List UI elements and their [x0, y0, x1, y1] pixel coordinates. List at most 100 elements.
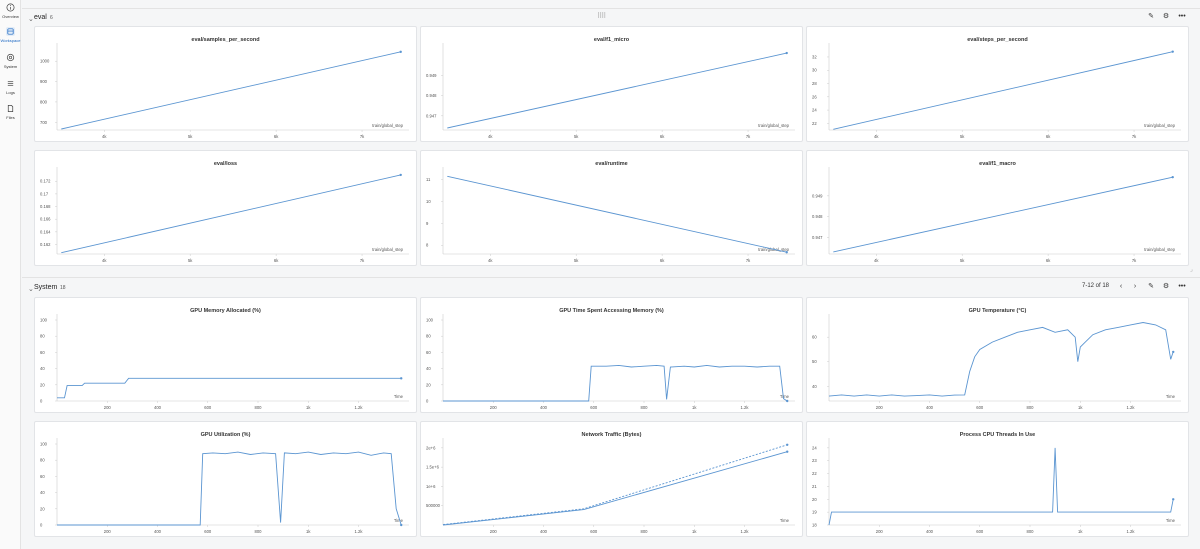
chart-panel[interactable]: eval/runtime 8 9 10 11 4k 5k 6k 7k train/global_s… — [420, 150, 803, 266]
chart-svg: 0 20 40 60 80 100 200 400 600 800 1k 1.2k Time — [40, 314, 409, 410]
more-icon[interactable]: ••• — [1178, 13, 1186, 20]
chart-panel[interactable]: eval/f1_micro 0.947 0.948 0.949 4k 5k 6k 7k trai… — [420, 26, 803, 142]
chart-panel[interactable]: Process CPU Threads In Use 18 19 20 21 22 23 24… — [806, 421, 1189, 537]
nav-label: Files — [6, 115, 15, 120]
nav-item-logs[interactable]: Logs — [0, 79, 21, 95]
drag-handle-icon[interactable]: ⠿⠿ — [597, 13, 606, 20]
x-tick-label: 200 — [104, 529, 112, 534]
x-tick-label: 200 — [876, 529, 884, 534]
divider — [22, 8, 1200, 9]
chart-panel[interactable]: GPU Temperature (°C) 40 50 60 200 400 600 800 1k… — [806, 297, 1189, 413]
x-tick-label: 5k — [188, 134, 193, 139]
chart-panel[interactable]: eval/samples_per_second 700 800 900 1000 4k 5k… — [34, 26, 417, 142]
chart-title: GPU Memory Allocated (%) — [190, 308, 261, 314]
x-tick-label: 200 — [490, 529, 498, 534]
y-tick-label: 19 — [812, 510, 817, 515]
nav-item-workspace[interactable]: Workspace — [0, 27, 21, 43]
nav-label: Overview — [2, 14, 19, 19]
chevron-left-icon[interactable]: ‹ — [1119, 283, 1123, 290]
series-line — [833, 51, 1173, 130]
edit-panels-icon[interactable]: ✎ — [1148, 13, 1154, 20]
chart-panel[interactable]: GPU Utilization (%) 0 20 40 60 80 100 200 400 600… — [34, 421, 417, 537]
x-tick-label: 400 — [540, 529, 548, 534]
x-tick-label: 1.2k — [355, 405, 364, 410]
x-tick-label: 800 — [1027, 405, 1035, 410]
nav-item-system[interactable]: System — [0, 53, 21, 69]
chart-svg: 22 24 26 28 30 32 4k 5k 6k 7k train/global_step — [812, 43, 1181, 139]
chart-title: eval/loss — [213, 161, 238, 167]
chart-title: eval/runtime — [595, 161, 628, 167]
x-tick-label: 4k — [874, 134, 879, 139]
y-tick-label: 24 — [812, 445, 817, 450]
chart-panel[interactable]: eval/f1_macro 0.947 0.948 0.949 4k 5k 6k 7k trai… — [806, 150, 1189, 266]
x-axis-label: train/global_step — [758, 123, 789, 128]
y-tick-label: 2e+6 — [426, 445, 436, 450]
x-tick-label: 5k — [574, 134, 579, 139]
y-tick-label: 40 — [812, 384, 817, 389]
chevron-down-icon[interactable]: ⌄ — [28, 286, 34, 293]
gear-icon[interactable]: ⚙ — [1162, 13, 1170, 20]
series-line — [828, 322, 1174, 397]
y-tick-label: 0.166 — [40, 217, 51, 222]
series-line — [57, 377, 402, 399]
nav-item-files[interactable]: Files — [0, 104, 21, 120]
x-axis-label: Time — [394, 394, 404, 399]
edit-panels-icon[interactable]: ✎ — [1148, 283, 1154, 290]
y-tick-label: 0.949 — [812, 193, 823, 198]
logs-icon — [7, 81, 14, 86]
chart-panel[interactable]: Network Traffic (Bytes) 500000 1e+6 1.5e+6 2… — [420, 421, 803, 537]
x-tick-label: 400 — [154, 529, 162, 534]
series-line — [442, 451, 788, 526]
x-tick-label: 7k — [1132, 134, 1137, 139]
x-tick-label: 1k — [692, 405, 697, 410]
data-point — [1172, 498, 1175, 501]
x-tick-label: 400 — [926, 529, 934, 534]
x-tick-label: 6k — [660, 134, 665, 139]
x-tick-label: 1.2k — [355, 529, 364, 534]
chart-title: eval/samples_per_second — [191, 37, 260, 43]
x-tick-label: 5k — [960, 258, 965, 263]
x-tick-label: 6k — [274, 258, 279, 263]
y-tick-label: 0 — [426, 399, 429, 404]
y-tick-label: 22 — [812, 471, 817, 476]
section-header-eval[interactable]: ⌄ eval 6 ⠿⠿ ✎ ⚙ ••• — [22, 9, 1200, 29]
section-title: System — [34, 284, 58, 291]
x-tick-label: 4k — [488, 134, 493, 139]
resize-handle-icon[interactable]: ⌟ — [1190, 267, 1193, 273]
data-point — [1171, 50, 1174, 53]
x-tick-label: 800 — [641, 529, 649, 534]
x-tick-label: 600 — [976, 529, 984, 534]
chart-panel[interactable]: GPU Memory Allocated (%) 0 20 40 60 80 100 200 4… — [34, 297, 417, 413]
gear-icon[interactable]: ⚙ — [1162, 283, 1170, 290]
more-icon[interactable]: ••• — [1178, 283, 1186, 290]
x-tick-label: 1k — [306, 529, 311, 534]
x-tick-label: 6k — [1046, 134, 1051, 139]
x-tick-label: 1k — [306, 405, 311, 410]
x-tick-label: 1.2k — [1127, 529, 1136, 534]
y-tick-label: 0.162 — [40, 242, 51, 247]
data-point — [786, 443, 789, 446]
y-tick-label: 20 — [40, 382, 45, 387]
y-tick-label: 700 — [40, 120, 48, 125]
chevron-down-icon[interactable]: ⌄ — [28, 16, 34, 23]
y-tick-label: 20 — [812, 497, 817, 502]
info-icon — [6, 3, 15, 12]
chart-panel[interactable]: GPU Time Spent Accessing Memory (%) 0 20 40… — [420, 297, 803, 413]
chart-panel[interactable]: eval/loss 0.162 0.164 0.166 0.168 0.17 0.172 4k… — [34, 150, 417, 266]
file-icon — [7, 104, 14, 113]
nav-item-overview[interactable]: Overview — [0, 3, 21, 19]
chevron-right-icon[interactable]: › — [1133, 283, 1137, 290]
series-line — [447, 52, 787, 129]
section-header-system[interactable]: ⌄ System 18 7-12 of 18 ‹ › ✎ ⚙ ••• — [22, 279, 1200, 299]
chart-svg: 0 20 40 60 80 100 200 400 600 800 1k 1.2k Time — [40, 438, 409, 534]
left-nav: Overview Workspace System Logs Files — [0, 0, 21, 549]
y-tick-label: 32 — [812, 54, 817, 59]
y-tick-label: 20 — [40, 506, 45, 511]
y-tick-label: 11 — [426, 177, 431, 182]
x-tick-label: 600 — [976, 405, 984, 410]
y-tick-label: 22 — [812, 121, 817, 126]
chart-panel[interactable]: eval/steps_per_second 22 24 26 28 30 32 4k 5k 6k 7… — [806, 26, 1189, 142]
x-tick-label: 600 — [590, 529, 598, 534]
